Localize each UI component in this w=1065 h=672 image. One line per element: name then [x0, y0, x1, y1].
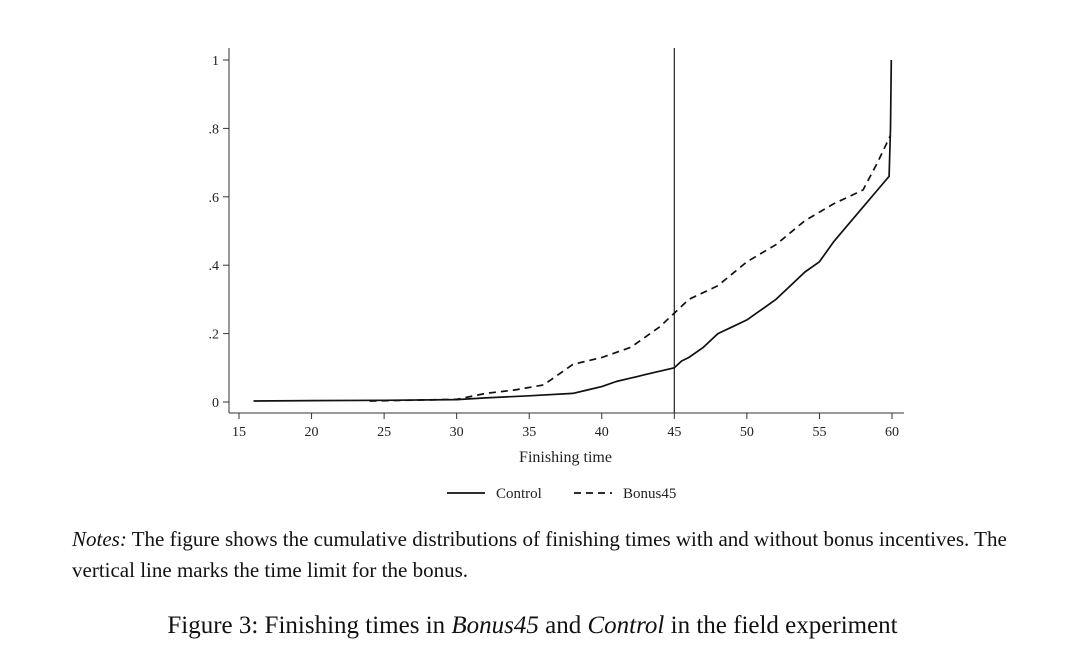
axes: [228, 48, 904, 414]
x-tick-label: 40: [595, 425, 609, 440]
y-axis-ticks: 0 .2 .4 .6 .8 1: [209, 54, 229, 411]
x-tick-label: 45: [667, 425, 681, 440]
y-tick-label: .8: [209, 122, 220, 137]
y-tick-label: 1: [212, 54, 219, 69]
series-line-bonus45: [369, 134, 892, 402]
caption-suffix: in the field experiment: [664, 612, 898, 639]
caption-prefix: Figure 3: Finishing times in: [167, 612, 452, 639]
x-tick-label: 50: [740, 425, 754, 440]
y-tick-label: .6: [209, 191, 220, 206]
y-tick-label: .4: [209, 259, 220, 274]
notes-lead: Notes:: [72, 527, 127, 551]
x-tick-label: 35: [522, 425, 536, 440]
x-tick-label: 15: [232, 425, 246, 440]
x-tick-label: 20: [305, 425, 319, 440]
notes-body: The figure shows the cumulative distribu…: [72, 527, 1007, 582]
cdf-chart: 15 20 25 30 35 40 45 50 55 60 0 .2 .4 .6 .8 1 Finishin…: [209, 48, 904, 502]
y-tick-label: 0: [212, 396, 219, 411]
figure-caption: Figure 3: Finishing times in Bonus45 and…: [0, 612, 1065, 640]
figure-notes: Notes: The figure shows the cumulative d…: [72, 524, 1042, 586]
series-line-control: [253, 59, 893, 402]
caption-middle: and: [538, 612, 588, 639]
legend: Control Bonus45: [447, 486, 676, 502]
caption-term-control: Control: [587, 612, 665, 639]
x-tick-label: 30: [450, 425, 464, 440]
legend-label-bonus45: Bonus45: [623, 486, 676, 502]
x-axis-title: Finishing time: [519, 449, 612, 466]
x-tick-label: 60: [885, 425, 899, 440]
y-tick-label: .2: [209, 328, 220, 343]
series-group: [253, 59, 893, 402]
x-tick-label: 55: [812, 425, 826, 440]
legend-label-control: Control: [496, 486, 542, 502]
x-tick-label: 25: [377, 425, 391, 440]
caption-term-bonus45: Bonus45: [451, 612, 539, 639]
x-axis-ticks: 15 20 25 30 35 40 45 50 55 60: [232, 413, 899, 440]
